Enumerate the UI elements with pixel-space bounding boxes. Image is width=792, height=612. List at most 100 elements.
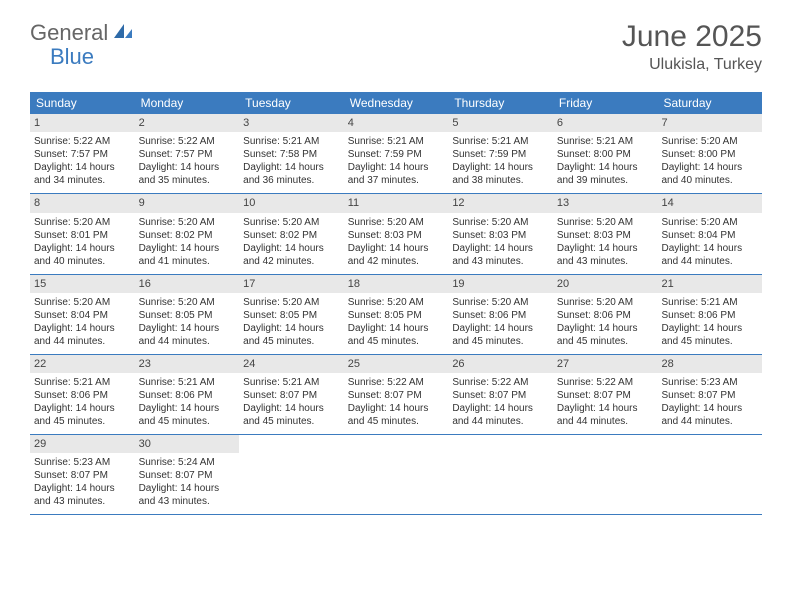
week-row: 8Sunrise: 5:20 AMSunset: 8:01 PMDaylight… [30, 194, 762, 274]
day-line-sunrise: Sunrise: 5:20 AM [34, 296, 131, 309]
day-content: Sunrise: 5:20 AMSunset: 8:05 PMDaylight:… [135, 293, 240, 354]
day-line-day1: Daylight: 14 hours [557, 402, 654, 415]
day-line-day1: Daylight: 14 hours [557, 322, 654, 335]
day-line-day1: Daylight: 14 hours [243, 402, 340, 415]
day-line-sunrise: Sunrise: 5:20 AM [661, 135, 758, 148]
calendar: SundayMondayTuesdayWednesdayThursdayFrid… [30, 92, 762, 515]
week-row: 29Sunrise: 5:23 AMSunset: 8:07 PMDayligh… [30, 435, 762, 515]
day-content: Sunrise: 5:23 AMSunset: 8:07 PMDaylight:… [657, 373, 762, 434]
weeks-container: 1Sunrise: 5:22 AMSunset: 7:57 PMDaylight… [30, 114, 762, 515]
day-cell: 23Sunrise: 5:21 AMSunset: 8:06 PMDayligh… [135, 355, 240, 434]
day-content: Sunrise: 5:21 AMSunset: 8:06 PMDaylight:… [30, 373, 135, 434]
day-content: Sunrise: 5:23 AMSunset: 8:07 PMDaylight:… [30, 453, 135, 514]
day-content: Sunrise: 5:21 AMSunset: 8:06 PMDaylight:… [135, 373, 240, 434]
day-line-sunset: Sunset: 8:05 PM [348, 309, 445, 322]
day-cell: 7Sunrise: 5:20 AMSunset: 8:00 PMDaylight… [657, 114, 762, 193]
day-content: Sunrise: 5:21 AMSunset: 8:07 PMDaylight:… [239, 373, 344, 434]
day-content: Sunrise: 5:22 AMSunset: 8:07 PMDaylight:… [553, 373, 658, 434]
day-line-day2: and 45 minutes. [34, 415, 131, 428]
logo: General Blue [30, 20, 134, 46]
day-line-day1: Daylight: 14 hours [348, 161, 445, 174]
day-line-day1: Daylight: 14 hours [661, 322, 758, 335]
day-number: 2 [135, 114, 240, 132]
week-row: 1Sunrise: 5:22 AMSunset: 7:57 PMDaylight… [30, 114, 762, 194]
day-line-sunset: Sunset: 8:07 PM [34, 469, 131, 482]
logo-text-general: General [30, 20, 108, 46]
day-line-sunset: Sunset: 8:07 PM [452, 389, 549, 402]
day-line-day2: and 39 minutes. [557, 174, 654, 187]
day-line-sunset: Sunset: 7:58 PM [243, 148, 340, 161]
day-line-day2: and 42 minutes. [348, 255, 445, 268]
day-line-day1: Daylight: 14 hours [348, 402, 445, 415]
day-line-day2: and 45 minutes. [139, 415, 236, 428]
day-line-day1: Daylight: 14 hours [34, 322, 131, 335]
day-line-day2: and 43 minutes. [139, 495, 236, 508]
day-number: 4 [344, 114, 449, 132]
day-line-sunrise: Sunrise: 5:20 AM [452, 296, 549, 309]
day-line-day2: and 44 minutes. [557, 415, 654, 428]
day-line-sunrise: Sunrise: 5:21 AM [452, 135, 549, 148]
day-line-sunset: Sunset: 8:07 PM [348, 389, 445, 402]
day-cell: 3Sunrise: 5:21 AMSunset: 7:58 PMDaylight… [239, 114, 344, 193]
day-cell: 19Sunrise: 5:20 AMSunset: 8:06 PMDayligh… [448, 275, 553, 354]
day-cell: 14Sunrise: 5:20 AMSunset: 8:04 PMDayligh… [657, 194, 762, 273]
day-number: 6 [553, 114, 658, 132]
day-number: 29 [30, 435, 135, 453]
day-number: 1 [30, 114, 135, 132]
day-header: Tuesday [239, 92, 344, 114]
day-content: Sunrise: 5:20 AMSunset: 8:04 PMDaylight:… [657, 213, 762, 274]
day-line-sunrise: Sunrise: 5:21 AM [661, 296, 758, 309]
day-cell: 21Sunrise: 5:21 AMSunset: 8:06 PMDayligh… [657, 275, 762, 354]
day-cell: 22Sunrise: 5:21 AMSunset: 8:06 PMDayligh… [30, 355, 135, 434]
day-number: 23 [135, 355, 240, 373]
day-content: Sunrise: 5:20 AMSunset: 8:00 PMDaylight:… [657, 132, 762, 193]
day-line-day1: Daylight: 14 hours [452, 242, 549, 255]
day-cell: 15Sunrise: 5:20 AMSunset: 8:04 PMDayligh… [30, 275, 135, 354]
day-line-sunrise: Sunrise: 5:22 AM [139, 135, 236, 148]
day-number: 16 [135, 275, 240, 293]
day-line-day1: Daylight: 14 hours [557, 161, 654, 174]
day-cell: 8Sunrise: 5:20 AMSunset: 8:01 PMDaylight… [30, 194, 135, 273]
logo-sail-icon [112, 22, 134, 45]
day-content: Sunrise: 5:20 AMSunset: 8:05 PMDaylight:… [344, 293, 449, 354]
day-line-day1: Daylight: 14 hours [34, 242, 131, 255]
day-line-day2: and 34 minutes. [34, 174, 131, 187]
day-cell: 1Sunrise: 5:22 AMSunset: 7:57 PMDaylight… [30, 114, 135, 193]
day-content: Sunrise: 5:20 AMSunset: 8:03 PMDaylight:… [448, 213, 553, 274]
day-cell: 24Sunrise: 5:21 AMSunset: 8:07 PMDayligh… [239, 355, 344, 434]
day-line-sunset: Sunset: 8:07 PM [139, 469, 236, 482]
day-line-day1: Daylight: 14 hours [34, 161, 131, 174]
day-line-sunset: Sunset: 7:57 PM [139, 148, 236, 161]
day-line-day2: and 44 minutes. [661, 415, 758, 428]
day-line-day1: Daylight: 14 hours [243, 322, 340, 335]
day-number: 15 [30, 275, 135, 293]
logo-text-blue: Blue [50, 44, 94, 70]
day-line-sunset: Sunset: 8:07 PM [661, 389, 758, 402]
day-line-sunrise: Sunrise: 5:20 AM [243, 296, 340, 309]
day-cell [344, 435, 449, 514]
day-number: 21 [657, 275, 762, 293]
day-cell [657, 435, 762, 514]
day-header: Monday [135, 92, 240, 114]
day-content: Sunrise: 5:21 AMSunset: 8:06 PMDaylight:… [657, 293, 762, 354]
day-cell: 29Sunrise: 5:23 AMSunset: 8:07 PMDayligh… [30, 435, 135, 514]
day-line-day2: and 44 minutes. [452, 415, 549, 428]
day-cell [448, 435, 553, 514]
week-row: 22Sunrise: 5:21 AMSunset: 8:06 PMDayligh… [30, 355, 762, 435]
day-line-day1: Daylight: 14 hours [661, 242, 758, 255]
day-cell: 25Sunrise: 5:22 AMSunset: 8:07 PMDayligh… [344, 355, 449, 434]
day-line-sunrise: Sunrise: 5:20 AM [452, 216, 549, 229]
day-line-sunset: Sunset: 8:06 PM [34, 389, 131, 402]
day-number: 7 [657, 114, 762, 132]
day-line-day1: Daylight: 14 hours [452, 402, 549, 415]
day-line-sunrise: Sunrise: 5:22 AM [452, 376, 549, 389]
day-cell: 4Sunrise: 5:21 AMSunset: 7:59 PMDaylight… [344, 114, 449, 193]
day-headers-row: SundayMondayTuesdayWednesdayThursdayFrid… [30, 92, 762, 114]
day-line-sunrise: Sunrise: 5:20 AM [139, 296, 236, 309]
day-number: 13 [553, 194, 658, 212]
day-line-sunset: Sunset: 8:07 PM [557, 389, 654, 402]
day-content: Sunrise: 5:20 AMSunset: 8:04 PMDaylight:… [30, 293, 135, 354]
day-content: Sunrise: 5:22 AMSunset: 7:57 PMDaylight:… [135, 132, 240, 193]
day-cell: 27Sunrise: 5:22 AMSunset: 8:07 PMDayligh… [553, 355, 658, 434]
day-line-day1: Daylight: 14 hours [452, 322, 549, 335]
